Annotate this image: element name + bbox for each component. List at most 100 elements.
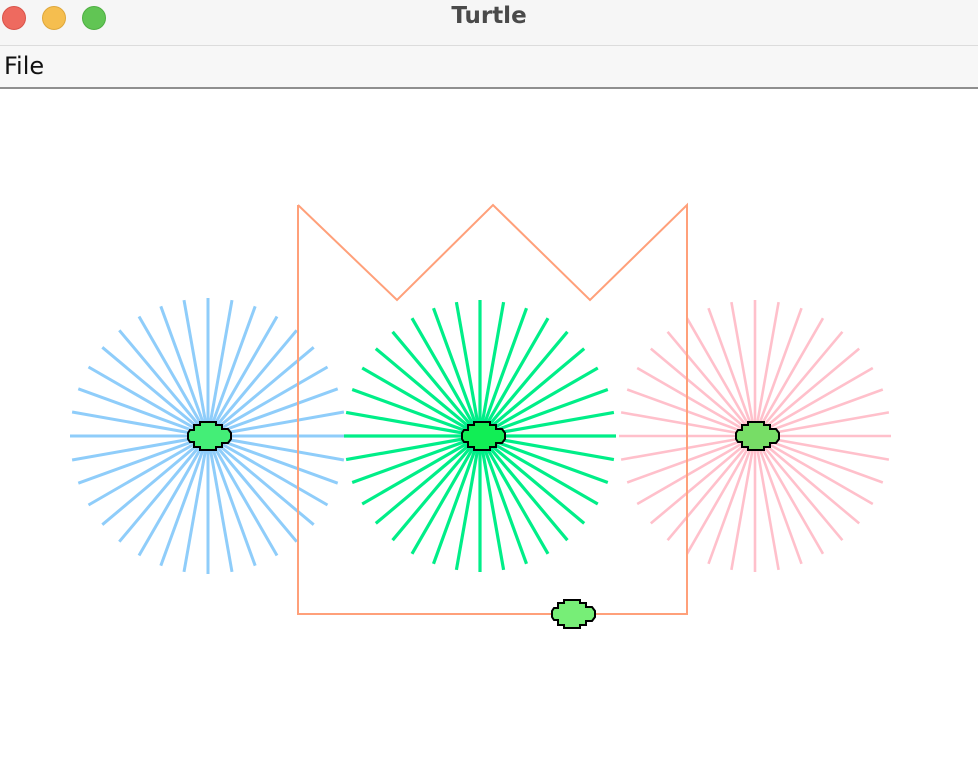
ray xyxy=(159,305,210,437)
ray xyxy=(454,301,482,437)
turtle-bottom xyxy=(551,599,596,629)
ray xyxy=(206,435,234,573)
ray xyxy=(207,434,315,526)
ray xyxy=(207,434,339,485)
window-title: Turtle xyxy=(451,3,527,29)
maximize-window-button[interactable] xyxy=(82,6,106,30)
ray xyxy=(666,330,756,437)
ray xyxy=(182,435,210,573)
ray xyxy=(636,434,756,506)
turtle-green-center xyxy=(461,421,506,451)
ray xyxy=(754,347,861,437)
ray xyxy=(707,307,757,437)
ray xyxy=(410,317,482,437)
ray xyxy=(207,434,329,507)
ray xyxy=(478,301,506,437)
ray xyxy=(182,299,210,437)
ray xyxy=(626,388,756,438)
turtle-shape-icon xyxy=(551,599,596,629)
ray xyxy=(478,435,529,565)
ray xyxy=(118,329,210,437)
ray xyxy=(431,435,482,565)
ray xyxy=(87,365,209,438)
ray xyxy=(754,434,874,506)
ray xyxy=(206,435,279,557)
ray xyxy=(454,435,482,571)
ray xyxy=(159,435,210,567)
ray xyxy=(666,435,756,542)
ray xyxy=(478,435,550,555)
ray xyxy=(77,387,209,438)
ray xyxy=(206,435,257,567)
ray xyxy=(478,347,586,438)
ray xyxy=(77,434,209,485)
ray xyxy=(478,434,586,525)
ray xyxy=(478,317,550,437)
ray xyxy=(754,330,844,437)
ray xyxy=(206,315,279,437)
ray xyxy=(374,347,482,438)
ray xyxy=(207,387,339,438)
ray xyxy=(754,435,861,525)
ray xyxy=(754,435,844,542)
ray xyxy=(626,434,756,484)
crown-path xyxy=(297,202,688,615)
ray xyxy=(71,434,209,462)
ray xyxy=(391,330,482,438)
ray xyxy=(478,435,506,571)
ray xyxy=(206,305,257,437)
ray xyxy=(118,435,210,543)
ray xyxy=(101,346,209,438)
ray xyxy=(620,411,756,438)
ray xyxy=(479,366,599,438)
ray xyxy=(101,434,209,526)
ray xyxy=(753,435,780,571)
ray xyxy=(374,434,482,525)
ray xyxy=(361,434,481,506)
ray xyxy=(649,347,756,437)
ray xyxy=(206,435,298,543)
menu-file[interactable]: File xyxy=(4,52,45,80)
turtle-canvas[interactable] xyxy=(0,89,978,778)
ray xyxy=(478,307,529,437)
ray xyxy=(620,434,756,461)
ray xyxy=(753,301,780,437)
ray xyxy=(685,317,757,437)
ray xyxy=(479,434,599,506)
ray xyxy=(636,366,756,438)
minimize-window-button[interactable] xyxy=(42,6,66,30)
ray xyxy=(478,330,569,438)
ray xyxy=(351,434,481,485)
ray xyxy=(685,435,757,555)
ray xyxy=(649,435,756,525)
ray xyxy=(87,434,209,507)
turtle-blue-center xyxy=(187,421,232,451)
ray xyxy=(206,299,234,437)
turtle-pink-center xyxy=(735,421,780,451)
ray xyxy=(71,410,209,438)
ray xyxy=(753,435,803,565)
turtle-shape-icon xyxy=(187,421,232,451)
ray xyxy=(206,329,298,437)
ray xyxy=(207,346,315,438)
ray xyxy=(753,317,825,437)
ray xyxy=(137,315,210,437)
ray xyxy=(345,434,481,462)
ray xyxy=(391,434,482,542)
ray xyxy=(707,435,757,565)
turtle-shape-icon xyxy=(735,421,780,451)
ray xyxy=(345,410,481,438)
ray xyxy=(351,387,481,438)
turtle-shape-icon xyxy=(461,421,506,451)
ray xyxy=(478,434,569,542)
ray xyxy=(431,307,482,437)
ray xyxy=(207,365,329,438)
ray xyxy=(730,301,757,437)
ray xyxy=(753,435,825,555)
close-window-button[interactable] xyxy=(2,6,26,30)
title-bar: Turtle xyxy=(0,0,978,46)
ray xyxy=(730,435,757,571)
burst-blue xyxy=(70,298,346,574)
menu-bar: File xyxy=(0,46,978,89)
ray xyxy=(753,307,803,437)
